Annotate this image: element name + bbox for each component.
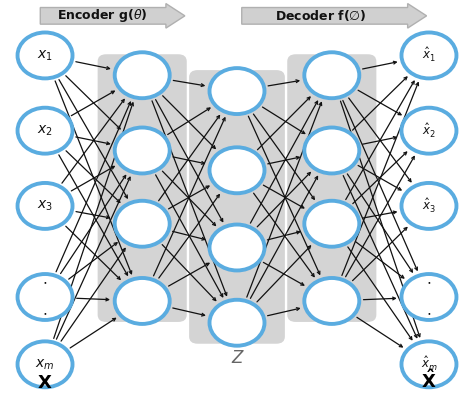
- Text: Decoder f($\emptyset$): Decoder f($\emptyset$): [275, 8, 367, 23]
- Text: Encoder g($\theta$): Encoder g($\theta$): [57, 8, 148, 24]
- Circle shape: [18, 32, 73, 78]
- Circle shape: [210, 225, 264, 270]
- Text: $\cdot$: $\cdot$: [427, 274, 431, 289]
- Text: $x_2$: $x_2$: [37, 124, 53, 138]
- FancyBboxPatch shape: [98, 54, 187, 322]
- Circle shape: [18, 108, 73, 154]
- Circle shape: [210, 68, 264, 114]
- Text: Z: Z: [231, 349, 243, 367]
- Circle shape: [115, 52, 170, 98]
- Circle shape: [304, 52, 359, 98]
- Circle shape: [115, 201, 170, 247]
- Circle shape: [401, 274, 456, 320]
- Text: $\hat{x}_1$: $\hat{x}_1$: [422, 46, 436, 65]
- Text: $\hat{x}_m$: $\hat{x}_m$: [420, 355, 438, 373]
- FancyArrow shape: [40, 4, 185, 28]
- Text: $x_m$: $x_m$: [36, 357, 55, 371]
- Circle shape: [304, 278, 359, 324]
- Text: $\mathbf{\hat{X}}$: $\mathbf{\hat{X}}$: [421, 369, 437, 392]
- Text: $\cdot$: $\cdot$: [427, 305, 431, 320]
- Text: $\cdot$: $\cdot$: [43, 274, 47, 289]
- Circle shape: [18, 341, 73, 387]
- Text: $\mathbf{X}$: $\mathbf{X}$: [37, 374, 53, 392]
- FancyBboxPatch shape: [189, 70, 285, 344]
- Circle shape: [210, 300, 264, 346]
- Circle shape: [304, 128, 359, 173]
- Circle shape: [401, 341, 456, 387]
- Text: $x_1$: $x_1$: [37, 48, 53, 63]
- FancyBboxPatch shape: [287, 54, 376, 322]
- Circle shape: [304, 201, 359, 247]
- Circle shape: [18, 274, 73, 320]
- Circle shape: [115, 278, 170, 324]
- Circle shape: [210, 147, 264, 193]
- Text: $x_3$: $x_3$: [37, 199, 53, 213]
- Circle shape: [401, 108, 456, 154]
- Circle shape: [115, 128, 170, 173]
- Text: $\hat{x}_2$: $\hat{x}_2$: [422, 122, 436, 140]
- Text: $\cdot$: $\cdot$: [43, 305, 47, 320]
- Text: $\hat{x}_3$: $\hat{x}_3$: [422, 197, 436, 215]
- Circle shape: [18, 183, 73, 229]
- Circle shape: [401, 183, 456, 229]
- FancyArrow shape: [242, 4, 427, 28]
- Circle shape: [401, 32, 456, 78]
